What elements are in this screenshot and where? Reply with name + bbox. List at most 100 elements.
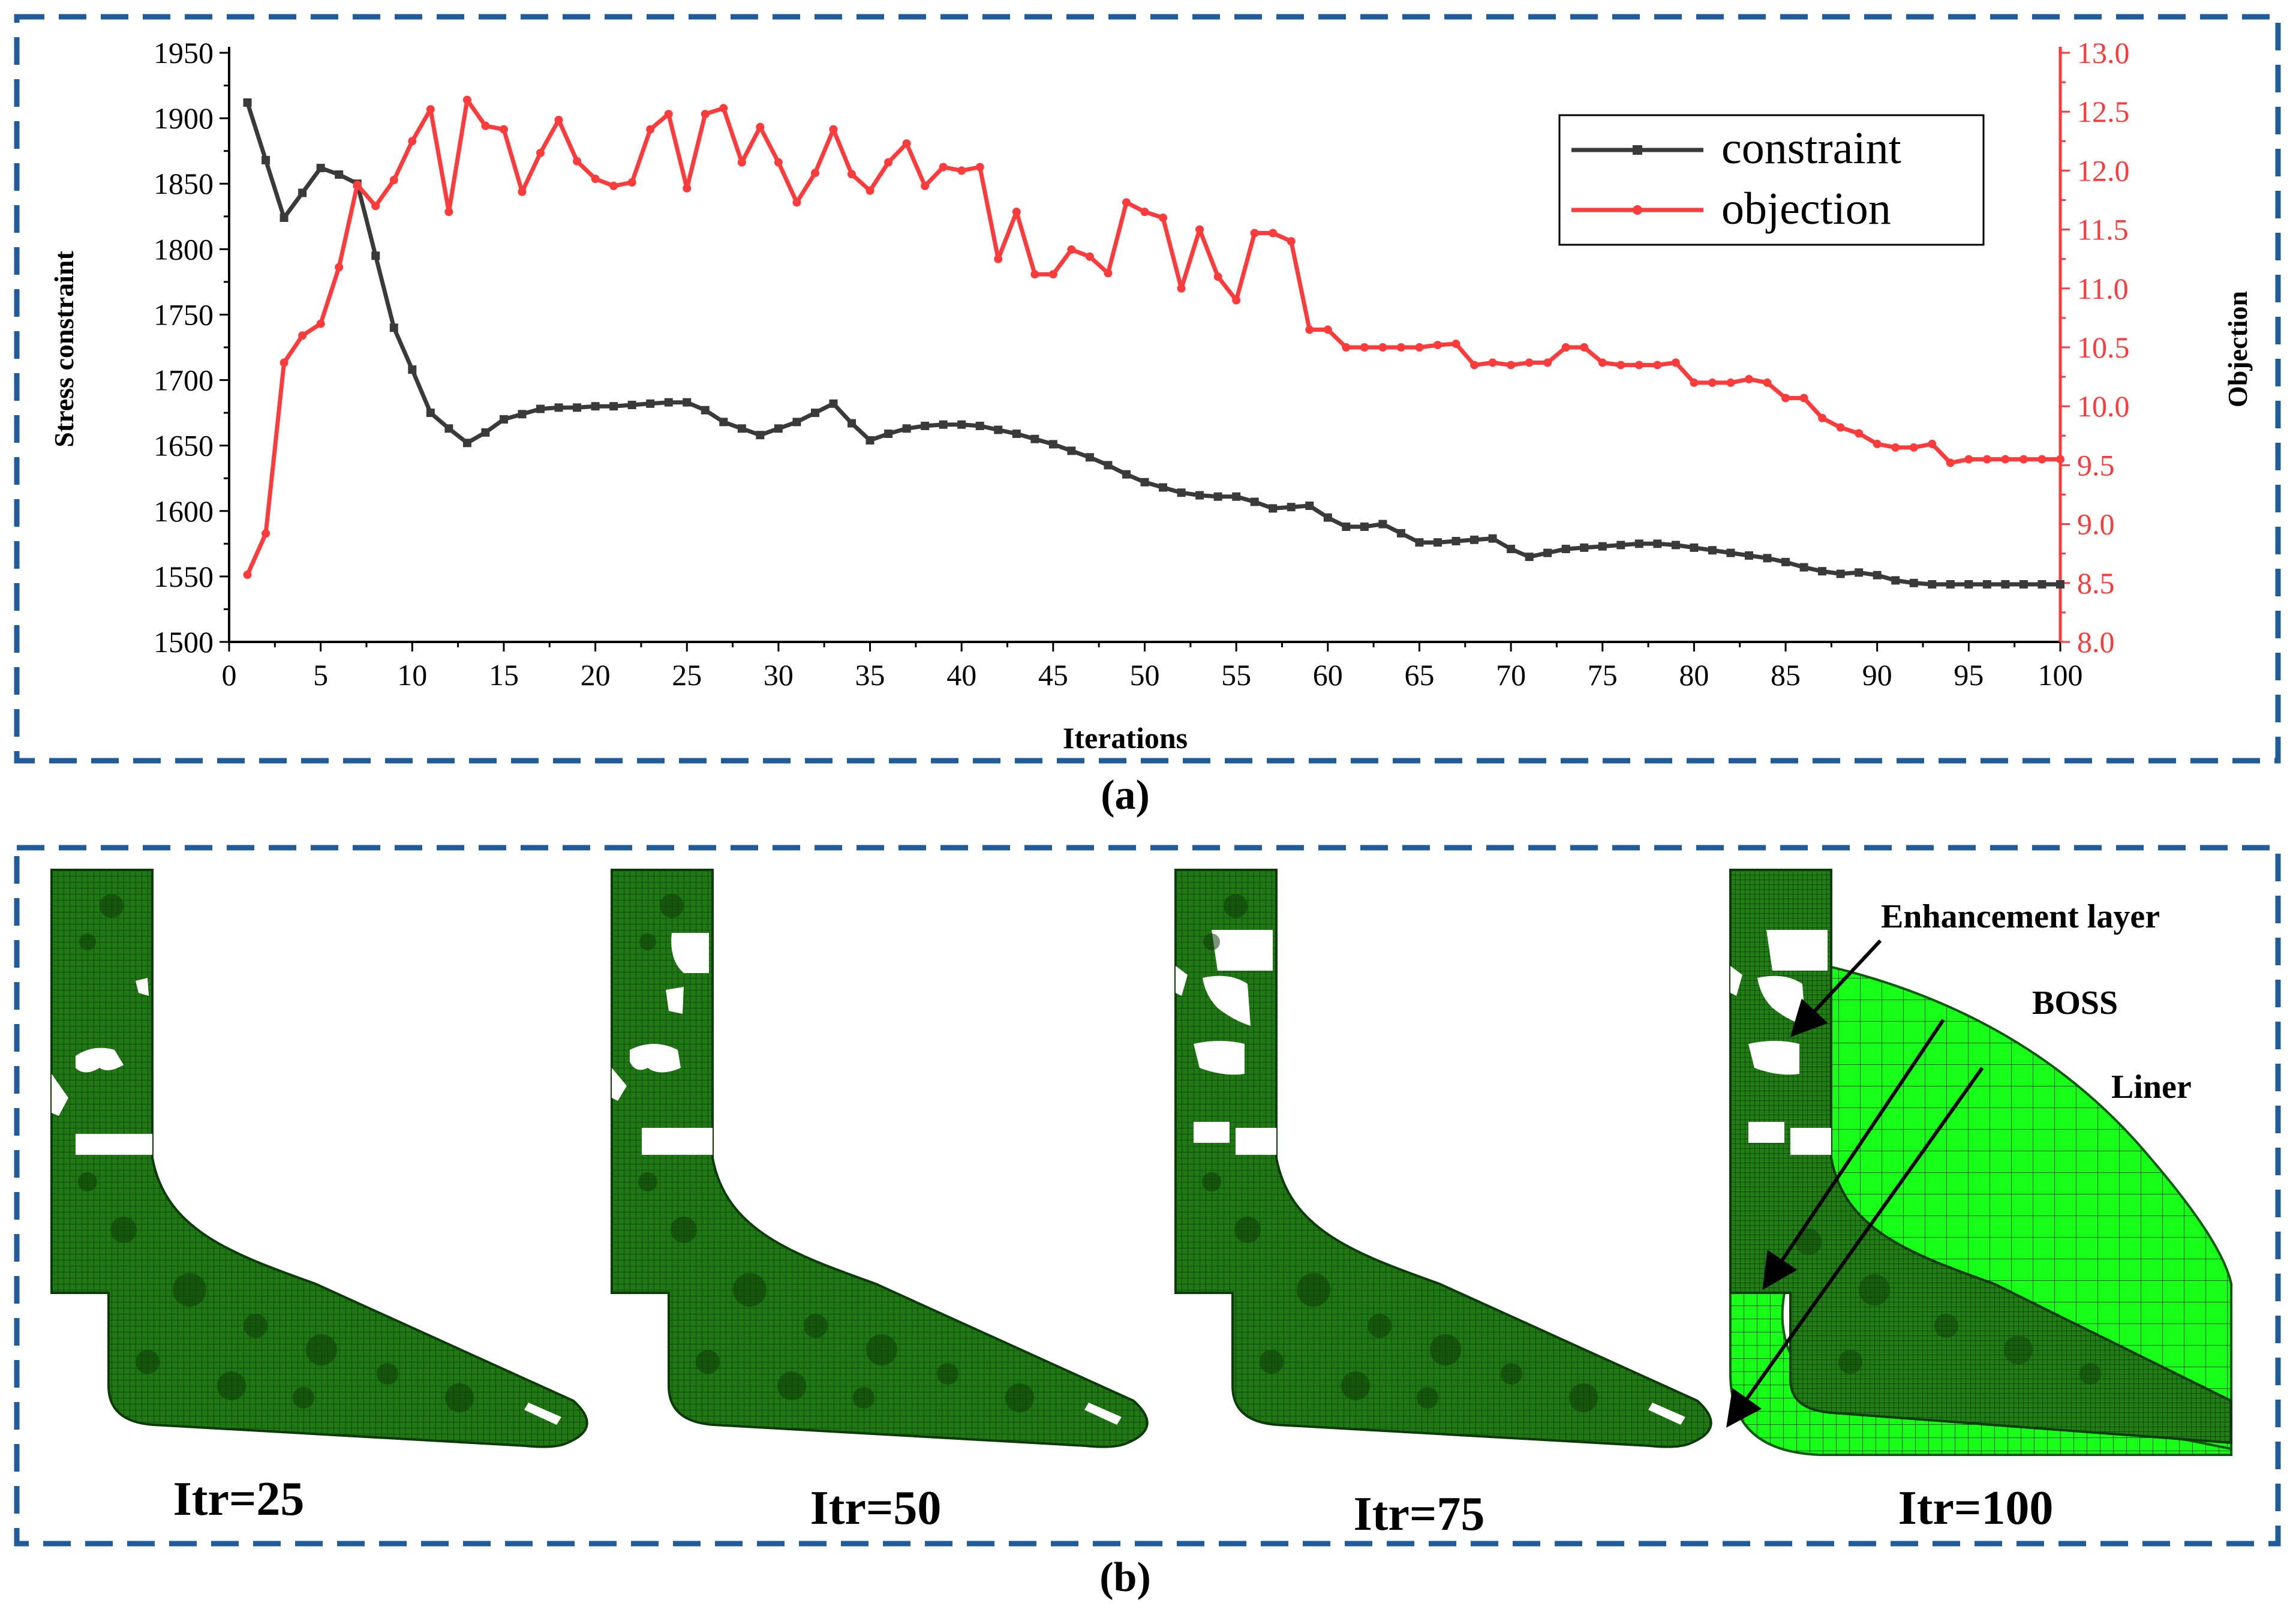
data-point-constraint <box>1781 557 1790 566</box>
data-point-objection <box>444 208 453 217</box>
data-point-objection <box>939 163 948 172</box>
series-line-objection <box>245 98 2060 576</box>
x-tick-label: 20 <box>581 658 611 692</box>
data-point-constraint <box>2056 580 2064 589</box>
data-point-constraint <box>1287 503 1296 512</box>
data-point-objection <box>1378 343 1387 352</box>
data-point-objection <box>1488 358 1497 367</box>
data-point-objection <box>1653 361 1662 370</box>
data-point-objection <box>2037 455 2046 464</box>
x-tick-label: 90 <box>1862 658 1892 692</box>
data-point-constraint <box>518 410 527 419</box>
data-point-constraint <box>719 418 728 427</box>
data-point-constraint <box>1323 513 1332 522</box>
mesh-itr-100 <box>1726 869 2232 1456</box>
data-point-constraint <box>444 424 453 433</box>
data-point-objection <box>1781 394 1790 403</box>
data-point-constraint <box>865 436 874 445</box>
x-tick-label: 75 <box>1588 658 1618 692</box>
data-point-constraint <box>499 415 508 424</box>
data-point-constraint <box>298 188 307 197</box>
data-point-constraint <box>1048 440 1057 449</box>
data-point-constraint <box>1580 543 1589 552</box>
data-point-objection <box>2001 455 2010 464</box>
x-tick-label: 50 <box>1130 658 1160 692</box>
mesh-voids <box>52 978 561 1425</box>
data-point-constraint <box>462 439 471 448</box>
data-point-objection <box>1873 440 1882 449</box>
data-point-objection <box>756 122 765 131</box>
legend-item-objection: objection <box>1571 184 1891 234</box>
data-point-constraint <box>1690 543 1699 552</box>
data-point-objection <box>1891 443 1900 452</box>
data-point-constraint <box>481 428 490 437</box>
data-point-objection <box>1177 284 1186 293</box>
arrow-liner <box>1726 1067 1984 1428</box>
series-constraint <box>243 98 2064 589</box>
data-point-constraint <box>1250 497 1259 506</box>
mesh-voids <box>1176 930 1685 1425</box>
data-point-constraint <box>573 403 582 412</box>
data-point-constraint <box>1470 535 1479 544</box>
data-point-objection <box>848 170 857 179</box>
data-point-constraint <box>1305 502 1314 511</box>
data-point-constraint <box>810 409 819 418</box>
data-point-objection <box>1159 213 1168 222</box>
x-axis-title: Iterations <box>1063 721 1188 755</box>
data-point-constraint <box>1159 483 1168 492</box>
data-point-constraint <box>1964 580 1973 589</box>
data-point-objection <box>481 121 490 130</box>
data-point-objection <box>921 181 930 190</box>
data-point-constraint <box>627 401 636 410</box>
data-point-constraint <box>1488 534 1497 543</box>
data-point-constraint <box>243 98 252 107</box>
data-point-objection <box>646 125 655 134</box>
data-point-constraint <box>1012 430 1021 439</box>
data-point-objection <box>573 157 582 166</box>
legend-label-constraint: constraint <box>1721 123 1901 173</box>
data-point-constraint <box>1909 578 1918 587</box>
data-point-constraint <box>664 398 673 407</box>
x-tick-label: 5 <box>313 658 328 692</box>
data-point-constraint <box>921 421 930 430</box>
mesh-itr-75 <box>1174 869 1712 1448</box>
x-tick-label: 40 <box>946 658 976 692</box>
data-point-constraint <box>1598 542 1607 551</box>
x-tick-label: 45 <box>1038 658 1068 692</box>
data-point-objection <box>1726 378 1735 387</box>
label-liner: Liner <box>2111 1068 2192 1106</box>
data-point-objection <box>1360 343 1369 352</box>
data-point-objection <box>1213 272 1222 281</box>
data-point-objection <box>371 202 380 211</box>
data-point-objection <box>1433 341 1442 350</box>
x-tick-label: 70 <box>1496 658 1526 692</box>
data-point-objection <box>683 184 692 193</box>
data-point-objection <box>2019 455 2028 464</box>
legend-label-objection: objection <box>1721 184 1891 234</box>
x-tick-label: 85 <box>1771 658 1801 692</box>
data-point-constraint <box>939 420 948 429</box>
data-point-constraint <box>262 155 271 164</box>
data-point-constraint <box>1378 520 1387 529</box>
data-point-constraint <box>848 419 857 428</box>
data-point-objection <box>1195 225 1204 234</box>
data-point-objection <box>262 529 271 538</box>
data-point-constraint <box>1946 580 1955 589</box>
y-right-tick-label: 12.0 <box>2077 154 2130 187</box>
data-point-constraint <box>1634 539 1643 548</box>
panel-a-frame <box>14 14 2281 764</box>
data-point-objection <box>1030 270 1039 279</box>
data-point-objection <box>1836 423 1845 432</box>
data-point-constraint <box>1140 478 1149 487</box>
label-itr-50: Itr=50 <box>810 1482 942 1535</box>
data-point-constraint <box>1232 492 1241 501</box>
data-point-constraint <box>1928 580 1937 589</box>
data-point-constraint <box>975 421 984 430</box>
data-point-objection <box>774 158 783 167</box>
data-point-constraint <box>316 164 325 173</box>
data-point-constraint <box>1177 488 1186 497</box>
data-point-objection <box>902 139 911 148</box>
panel-a-caption: (a) <box>1101 772 1150 818</box>
y-left-tick-label: 1850 <box>154 167 214 200</box>
y-left-tick-label: 1900 <box>154 101 214 135</box>
